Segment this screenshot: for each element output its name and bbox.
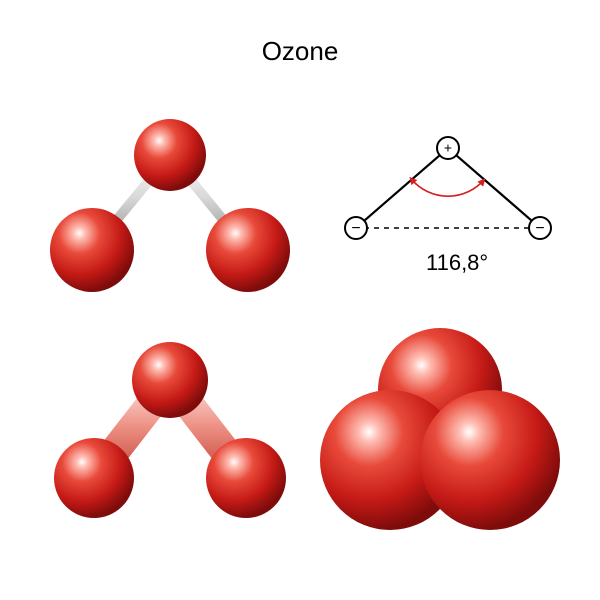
right-atom — [206, 438, 286, 518]
tube-svg — [50, 320, 290, 540]
space-filling-model — [320, 320, 560, 540]
angle-arc — [412, 180, 484, 196]
bond-angle-label: 116,8° — [426, 250, 488, 276]
bond-right-line — [456, 155, 531, 220]
ball-stick-svg — [50, 100, 290, 300]
ozone-diagram: Ozone — [0, 0, 600, 600]
center-atom — [132, 342, 208, 418]
center-atom — [134, 119, 206, 191]
tube-bond-model — [50, 320, 290, 540]
right-minus: − — [535, 220, 544, 237]
title-text: Ozone — [0, 36, 600, 67]
left-minus: − — [351, 220, 360, 237]
apex-plus: + — [444, 140, 452, 156]
right-atom — [420, 390, 560, 530]
left-atom — [54, 438, 134, 518]
bond-angle-diagram: + − − 116,8° — [328, 100, 568, 300]
ball-and-stick-model — [50, 100, 290, 300]
right-atom — [206, 208, 290, 292]
spacefill-svg — [320, 320, 560, 540]
bond-left-line — [364, 155, 439, 220]
left-atom — [50, 208, 134, 292]
